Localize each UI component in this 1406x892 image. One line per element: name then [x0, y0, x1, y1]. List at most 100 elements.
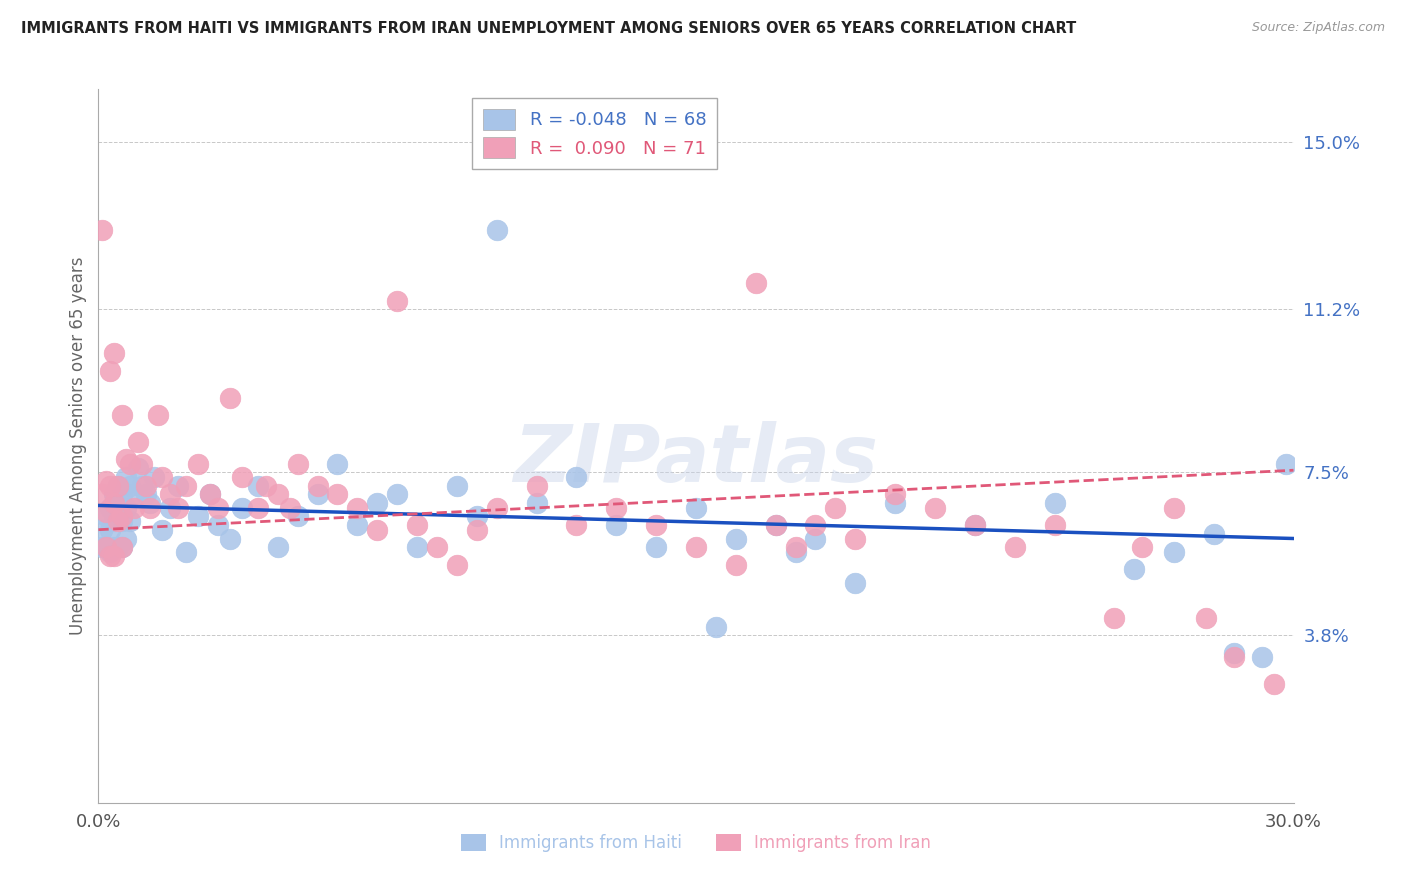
Point: [446, 558, 468, 572]
Point: [1263, 677, 1285, 691]
Point: [111, 541, 134, 555]
Point: [385, 293, 409, 308]
Point: [103, 514, 125, 528]
Point: [366, 496, 388, 510]
Point: [267, 541, 290, 555]
Point: [924, 500, 946, 515]
Point: [724, 532, 747, 546]
Point: [139, 500, 162, 515]
Point: [246, 500, 269, 515]
Point: [645, 541, 668, 555]
Point: [785, 541, 807, 555]
Point: [704, 619, 727, 633]
Point: [103, 496, 125, 510]
Point: [187, 509, 209, 524]
Point: [207, 500, 229, 515]
Point: [963, 518, 986, 533]
Point: [139, 496, 162, 510]
Point: [159, 487, 181, 501]
Point: [107, 505, 129, 519]
Point: [219, 391, 242, 405]
Point: [150, 470, 173, 484]
Text: ZIPatlas: ZIPatlas: [513, 421, 879, 500]
Point: [765, 518, 787, 533]
Point: [446, 478, 468, 492]
Point: [96, 475, 118, 489]
Point: [366, 523, 388, 537]
Point: [287, 457, 309, 471]
Point: [465, 509, 488, 524]
Point: [107, 541, 129, 555]
Point: [103, 346, 125, 360]
Point: [1195, 611, 1218, 625]
Point: [159, 500, 181, 515]
Point: [107, 478, 129, 492]
Text: IMMIGRANTS FROM HAITI VS IMMIGRANTS FROM IRAN UNEMPLOYMENT AMONG SENIORS OVER 65: IMMIGRANTS FROM HAITI VS IMMIGRANTS FROM…: [21, 21, 1077, 36]
Point: [406, 541, 429, 555]
Point: [844, 532, 866, 546]
Point: [120, 457, 142, 471]
Point: [246, 478, 269, 492]
Point: [1123, 562, 1146, 576]
Point: [98, 478, 122, 492]
Text: Source: ZipAtlas.com: Source: ZipAtlas.com: [1251, 21, 1385, 34]
Point: [111, 541, 134, 555]
Point: [724, 558, 747, 572]
Point: [326, 457, 349, 471]
Point: [120, 478, 142, 492]
Point: [1104, 611, 1126, 625]
Point: [605, 518, 627, 533]
Point: [254, 478, 277, 492]
Point: [565, 470, 588, 484]
Point: [96, 541, 118, 555]
Point: [198, 487, 221, 501]
Point: [385, 487, 409, 501]
Point: [135, 478, 157, 492]
Point: [174, 478, 197, 492]
Legend: Immigrants from Haiti, Immigrants from Iran: Immigrants from Haiti, Immigrants from I…: [454, 827, 938, 859]
Point: [207, 518, 229, 533]
Point: [1163, 500, 1185, 515]
Point: [103, 541, 125, 555]
Point: [645, 518, 668, 533]
Point: [745, 276, 768, 290]
Point: [115, 470, 138, 484]
Point: [174, 545, 197, 559]
Point: [565, 518, 588, 533]
Point: [98, 364, 122, 378]
Point: [91, 223, 114, 237]
Point: [96, 509, 118, 524]
Point: [824, 500, 846, 515]
Point: [103, 487, 125, 501]
Point: [103, 549, 125, 563]
Point: [120, 514, 142, 528]
Point: [1043, 518, 1066, 533]
Y-axis label: Unemployment Among Seniors over 65 years: Unemployment Among Seniors over 65 years: [69, 257, 87, 635]
Point: [884, 487, 907, 501]
Point: [884, 496, 907, 510]
Point: [98, 523, 122, 537]
Point: [231, 500, 253, 515]
Point: [111, 514, 134, 528]
Point: [844, 575, 866, 590]
Point: [96, 505, 118, 519]
Point: [765, 518, 787, 533]
Point: [1274, 457, 1296, 471]
Point: [485, 500, 508, 515]
Point: [115, 532, 138, 546]
Point: [605, 500, 627, 515]
Point: [1223, 650, 1246, 665]
Point: [135, 487, 157, 501]
Point: [1223, 646, 1246, 660]
Point: [167, 478, 190, 492]
Point: [1250, 650, 1272, 665]
Point: [124, 500, 146, 515]
Point: [198, 487, 221, 501]
Point: [111, 487, 134, 501]
Point: [307, 478, 329, 492]
Point: [167, 500, 190, 515]
Point: [107, 514, 129, 528]
Point: [124, 487, 146, 501]
Point: [91, 487, 114, 501]
Point: [148, 408, 170, 422]
